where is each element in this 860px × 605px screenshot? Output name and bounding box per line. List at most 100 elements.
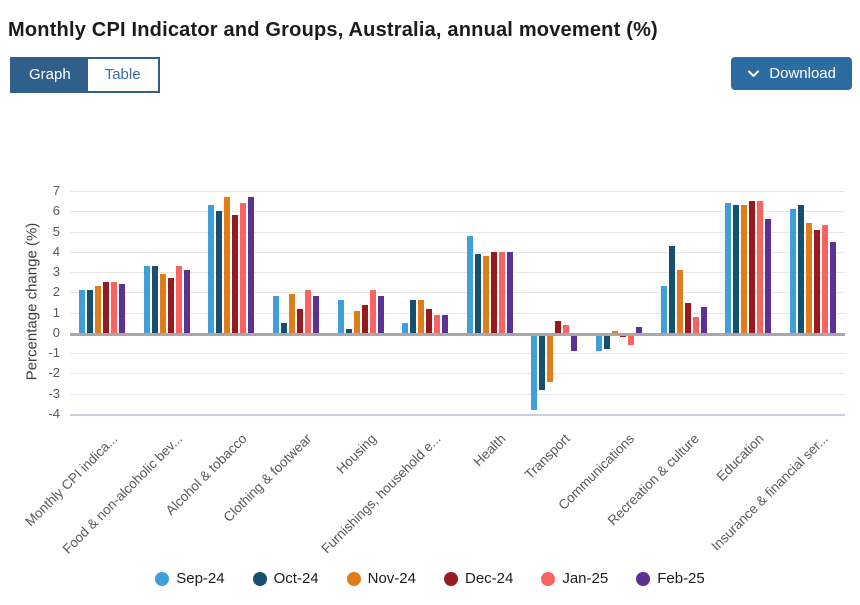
bar[interactable] xyxy=(232,215,239,333)
bar[interactable] xyxy=(765,219,772,333)
bar[interactable] xyxy=(337,300,344,333)
bar[interactable] xyxy=(797,205,804,333)
legend-item[interactable]: Dec-24 xyxy=(443,570,513,587)
bar[interactable] xyxy=(725,203,732,333)
bar[interactable] xyxy=(692,316,699,333)
bar[interactable] xyxy=(676,270,683,333)
legend-item[interactable]: Oct-24 xyxy=(252,570,319,587)
bar[interactable] xyxy=(563,324,570,333)
bar[interactable] xyxy=(111,282,118,333)
x-axis-label: Housing xyxy=(333,431,380,477)
bar[interactable] xyxy=(611,330,618,333)
bar[interactable] xyxy=(103,282,110,333)
bar[interactable] xyxy=(410,300,417,333)
bar[interactable] xyxy=(571,335,578,352)
bar[interactable] xyxy=(482,255,489,333)
x-axis-label: Insurance & financial ser... xyxy=(708,431,832,554)
bar[interactable] xyxy=(619,335,626,338)
bar[interactable] xyxy=(143,266,150,333)
bar[interactable] xyxy=(297,308,304,333)
legend-swatch xyxy=(636,571,651,586)
bar[interactable] xyxy=(595,335,602,352)
bar[interactable] xyxy=(345,328,352,333)
tab-table[interactable]: Table xyxy=(87,59,158,91)
bar[interactable] xyxy=(821,225,828,333)
bar[interactable] xyxy=(506,251,513,333)
legend-item[interactable]: Jan-25 xyxy=(541,570,608,587)
bar[interactable] xyxy=(684,302,691,333)
bar[interactable] xyxy=(175,266,182,333)
bar[interactable] xyxy=(660,286,667,333)
gridline xyxy=(70,231,845,233)
y-axis-tick-label: -4 xyxy=(48,406,60,421)
bar[interactable] xyxy=(490,251,497,333)
bar[interactable] xyxy=(224,197,231,333)
bar[interactable] xyxy=(87,290,94,333)
bar[interactable] xyxy=(466,235,473,333)
bar[interactable] xyxy=(547,335,554,382)
bar[interactable] xyxy=(369,290,376,333)
bar[interactable] xyxy=(159,274,166,333)
bar[interactable] xyxy=(627,335,634,346)
bar[interactable] xyxy=(434,314,441,333)
bar[interactable] xyxy=(805,223,812,333)
gridline xyxy=(70,393,845,395)
legend-swatch xyxy=(155,571,170,586)
bar[interactable] xyxy=(402,322,409,333)
bar[interactable] xyxy=(749,201,756,333)
view-toggle: Graph Table xyxy=(10,57,160,93)
legend-item[interactable]: Feb-25 xyxy=(636,570,705,587)
bar[interactable] xyxy=(474,253,481,333)
bar[interactable] xyxy=(813,229,820,333)
legend-item[interactable]: Sep-24 xyxy=(155,570,225,587)
bar[interactable] xyxy=(151,266,158,333)
gridline xyxy=(70,251,845,253)
bar[interactable] xyxy=(531,335,538,410)
bar[interactable] xyxy=(183,270,190,333)
bar[interactable] xyxy=(426,308,433,333)
bar[interactable] xyxy=(305,290,312,333)
tab-graph[interactable]: Graph xyxy=(12,59,88,91)
bar[interactable] xyxy=(273,296,280,333)
bar[interactable] xyxy=(442,314,449,333)
gridline xyxy=(70,211,845,213)
legend-label: Sep-24 xyxy=(176,570,225,587)
bar[interactable] xyxy=(741,205,748,333)
bar[interactable] xyxy=(167,278,174,333)
page-title: Monthly CPI Indicator and Groups, Austra… xyxy=(8,19,658,42)
bar[interactable] xyxy=(95,286,102,333)
bar[interactable] xyxy=(377,296,384,333)
bar[interactable] xyxy=(668,245,675,333)
bar[interactable] xyxy=(603,335,610,350)
bar[interactable] xyxy=(208,205,215,333)
legend-item[interactable]: Nov-24 xyxy=(346,570,416,587)
bar[interactable] xyxy=(700,306,707,333)
bar[interactable] xyxy=(789,209,796,333)
bar[interactable] xyxy=(733,205,740,333)
bar[interactable] xyxy=(313,296,320,333)
bar[interactable] xyxy=(281,322,288,333)
x-axis-label: Health xyxy=(470,431,509,470)
bar[interactable] xyxy=(635,326,642,333)
download-label: Download xyxy=(769,65,836,82)
bar[interactable] xyxy=(418,300,425,333)
bar[interactable] xyxy=(289,294,296,333)
bar[interactable] xyxy=(248,197,255,333)
bar[interactable] xyxy=(119,284,126,333)
x-axis-label: Transport xyxy=(521,431,573,483)
bar[interactable] xyxy=(757,201,764,333)
download-button[interactable]: Download xyxy=(731,57,852,90)
bar[interactable] xyxy=(216,211,223,333)
bar[interactable] xyxy=(539,335,546,390)
bar[interactable] xyxy=(498,251,505,333)
bar[interactable] xyxy=(361,304,368,333)
bar[interactable] xyxy=(353,310,360,333)
legend-label: Feb-25 xyxy=(657,570,705,587)
bar[interactable] xyxy=(555,320,562,333)
bar[interactable] xyxy=(79,290,86,333)
gridline xyxy=(70,292,845,294)
legend-label: Oct-24 xyxy=(273,570,319,587)
bar[interactable] xyxy=(240,203,247,333)
bar[interactable] xyxy=(829,241,836,333)
